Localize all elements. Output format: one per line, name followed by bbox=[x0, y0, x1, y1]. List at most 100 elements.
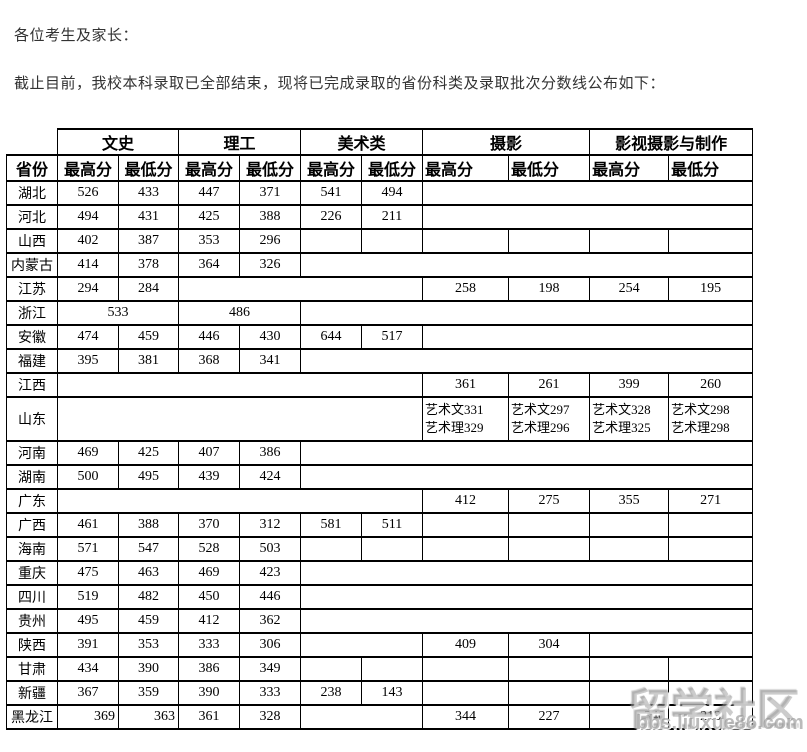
score-cell: 528 bbox=[178, 536, 241, 562]
score-cell: 艺术文297 艺术理296 bbox=[508, 396, 591, 442]
table-row: 福建 395 381 368 341 bbox=[6, 348, 754, 374]
score-cell bbox=[56, 372, 424, 398]
province-cell: 黑龙江 bbox=[6, 704, 58, 730]
score-cell bbox=[422, 656, 510, 682]
score-cell bbox=[589, 656, 670, 682]
group-header-1: 理工 bbox=[178, 128, 302, 156]
score-cell: 271 bbox=[668, 488, 754, 514]
table-row: 陕西 391 353 333 306 409 304 bbox=[6, 632, 754, 658]
score-cell: 414 bbox=[57, 252, 119, 278]
score-cell: 475 bbox=[57, 560, 119, 586]
table-row: 甘肃 434 390 386 349 bbox=[6, 656, 754, 682]
table-row: 湖北 526 433 447 371 541 494 bbox=[6, 180, 754, 206]
score-cell: 333 bbox=[178, 632, 241, 658]
table-row: 广东 412 275 355 271 bbox=[6, 488, 754, 514]
table-row: 浙江 533 486 bbox=[6, 300, 754, 326]
score-cell: 500 bbox=[57, 464, 119, 490]
score-cell: 387 bbox=[117, 228, 180, 254]
score-cell bbox=[300, 608, 754, 634]
score-cell: 254 bbox=[589, 276, 670, 302]
score-cell: 306 bbox=[239, 632, 302, 658]
table-row: 山西 402 387 353 296 bbox=[6, 228, 754, 254]
table-row: 江西 361 261 399 260 bbox=[6, 372, 754, 398]
sub-header: 最高分 bbox=[57, 154, 119, 182]
score-cell: 494 bbox=[57, 204, 119, 230]
score-cell: 494 bbox=[361, 180, 424, 206]
province-cell: 海南 bbox=[6, 536, 58, 562]
score-cell bbox=[56, 396, 424, 442]
province-cell: 安徽 bbox=[6, 324, 58, 350]
score-cell: 495 bbox=[117, 464, 180, 490]
sub-header: 最低分 bbox=[239, 154, 302, 182]
table-row: 安徽 474 459 446 430 644 517 bbox=[6, 324, 754, 350]
score-cell: 409 bbox=[422, 632, 510, 658]
score-cell: 390 bbox=[178, 680, 241, 706]
score-cell: 402 bbox=[57, 228, 119, 254]
province-cell: 甘肃 bbox=[6, 656, 58, 682]
score-cell: 571 bbox=[57, 536, 119, 562]
score-cell: 388 bbox=[239, 204, 302, 230]
score-cell: 260 bbox=[668, 372, 754, 398]
group-header-0: 文史 bbox=[56, 128, 180, 156]
score-cell: 447 bbox=[178, 180, 241, 206]
score-cell bbox=[668, 680, 754, 706]
table-row: 贵州 495 459 412 362 bbox=[6, 608, 754, 634]
table-row: 重庆 475 463 469 423 bbox=[6, 560, 754, 586]
score-cell: 446 bbox=[239, 584, 302, 610]
score-cell: 469 bbox=[178, 560, 241, 586]
score-cell: 258 bbox=[422, 276, 510, 302]
score-cell bbox=[668, 536, 754, 562]
score-cell: 361 bbox=[178, 704, 241, 730]
score-cell: 371 bbox=[239, 180, 302, 206]
score-cell: 275 bbox=[508, 488, 591, 514]
province-column-header: 省份 bbox=[6, 154, 58, 182]
score-cell bbox=[300, 704, 424, 730]
province-cell: 山西 bbox=[6, 228, 58, 254]
score-cell: 198 bbox=[508, 276, 591, 302]
score-cell: 艺术文331 艺术理329 bbox=[422, 396, 510, 442]
score-cell: 369 bbox=[57, 704, 119, 730]
score-cell: 486 bbox=[178, 300, 302, 326]
score-cell: 294 bbox=[57, 276, 119, 302]
table-row: 黑龙江 369 363 361 328 344 227 340 213 bbox=[6, 704, 754, 730]
score-cell bbox=[178, 276, 424, 302]
watermark-url: bbs.liuxue86.com bbox=[636, 712, 804, 734]
score-cell bbox=[300, 440, 754, 466]
score-cell: 364 bbox=[178, 252, 241, 278]
score-cell: 517 bbox=[361, 324, 424, 350]
table-row: 山东 艺术文331 艺术理329 艺术文297 艺术理296 艺术文328 艺术理32… bbox=[6, 396, 754, 442]
watermark-logo: 留学社区 bbox=[628, 687, 800, 735]
score-cell bbox=[668, 512, 754, 538]
group-header-3: 摄影 bbox=[422, 128, 591, 156]
score-cell bbox=[300, 348, 754, 374]
table-row: 四川 519 482 450 446 bbox=[6, 584, 754, 610]
score-cell: 326 bbox=[239, 252, 302, 278]
score-cell bbox=[56, 488, 424, 514]
province-cell: 陕西 bbox=[6, 632, 58, 658]
score-cell: 388 bbox=[117, 512, 180, 538]
score-cell: 227 bbox=[508, 704, 591, 730]
sub-header: 最低分 bbox=[508, 154, 591, 182]
score-cell bbox=[300, 252, 754, 278]
score-cell: 238 bbox=[300, 680, 363, 706]
score-cell: 547 bbox=[117, 536, 180, 562]
score-cell bbox=[300, 656, 363, 682]
province-cell: 山东 bbox=[6, 396, 58, 442]
score-cell bbox=[300, 584, 754, 610]
score-cell: 353 bbox=[178, 228, 241, 254]
province-cell: 河南 bbox=[6, 440, 58, 466]
score-cell bbox=[508, 228, 591, 254]
province-cell: 广西 bbox=[6, 512, 58, 538]
group-header-4: 影视摄影与制作 bbox=[589, 128, 754, 156]
score-cell bbox=[589, 680, 670, 706]
score-cell bbox=[508, 536, 591, 562]
score-cell: 304 bbox=[508, 632, 591, 658]
salutation-text: 各位考生及家长： bbox=[14, 27, 139, 44]
score-cell bbox=[508, 512, 591, 538]
score-cell: 425 bbox=[117, 440, 180, 466]
table-row: 海南 571 547 528 503 bbox=[6, 536, 754, 562]
score-cell: 381 bbox=[117, 348, 180, 374]
score-cell: 333 bbox=[239, 680, 302, 706]
score-cell bbox=[422, 324, 754, 350]
province-cell: 内蒙古 bbox=[6, 252, 58, 278]
